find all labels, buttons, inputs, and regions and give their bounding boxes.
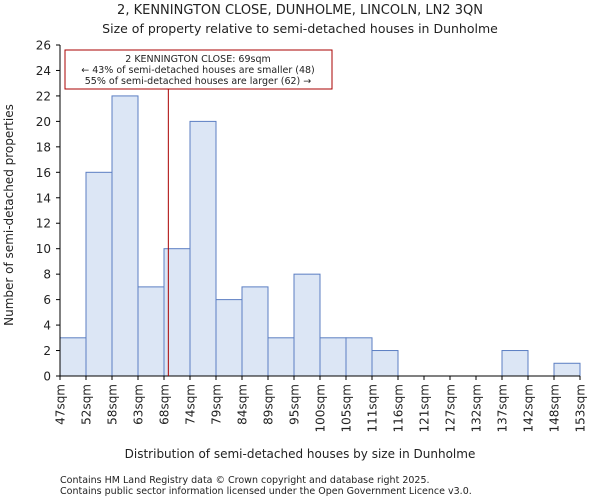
bars-group	[59, 95, 581, 377]
y-tick-label: 22	[36, 89, 51, 103]
bar-111sqm	[371, 350, 399, 377]
annotation-line-2: ← 43% of semi-detached houses are smalle…	[81, 65, 315, 76]
y-tick-label: 8	[43, 268, 51, 282]
x-tick-label: 95sqm	[288, 384, 302, 425]
x-tick-label: 100sqm	[314, 384, 328, 432]
y-tick-label: 2	[43, 344, 51, 358]
x-tick-label: 63sqm	[132, 384, 146, 425]
y-tick-label: 16	[36, 166, 51, 180]
x-tick-label: 52sqm	[80, 384, 94, 425]
y-tick-label: 20	[36, 115, 51, 129]
x-tick-label: 68sqm	[158, 384, 172, 425]
bar-79sqm	[215, 299, 243, 377]
x-tick-label: 84sqm	[236, 384, 250, 425]
y-tick-label: 10	[36, 242, 51, 256]
x-axis-ticks: 47sqm 52sqm 58sqm 63sqm 68sqm 74sqm 79sqm 84sqm…	[54, 376, 588, 432]
annotation-line-3: 55% of semi-detached houses are larger (…	[85, 76, 312, 87]
x-tick-label: 132sqm	[470, 384, 484, 432]
bar-89sqm	[267, 337, 295, 377]
footer-line-2: Contains public sector information licen…	[60, 486, 472, 497]
x-tick-label: 121sqm	[418, 384, 432, 432]
bar-148sqm	[553, 362, 581, 377]
x-tick-label: 111sqm	[366, 384, 380, 432]
chart-subtitle: Size of property relative to semi-detach…	[102, 21, 498, 36]
y-tick-label: 14	[36, 191, 51, 205]
bar-63sqm	[137, 286, 165, 377]
x-tick-label: 105sqm	[340, 384, 354, 432]
x-tick-label: 153sqm	[574, 384, 588, 432]
y-tick-label: 18	[36, 140, 51, 154]
x-tick-label: 148sqm	[548, 384, 562, 432]
x-tick-label: 47sqm	[54, 384, 68, 425]
bar-137sqm	[501, 350, 529, 377]
chart-title: 2, KENNINGTON CLOSE, DUNHOLME, LINCOLN, …	[117, 3, 483, 18]
x-tick-label: 116sqm	[392, 384, 406, 432]
annotation-line-1: 2 KENNINGTON CLOSE: 69sqm	[125, 54, 271, 65]
x-tick-label: 137sqm	[496, 384, 510, 432]
y-tick-label: 6	[43, 293, 51, 307]
bar-105sqm	[345, 337, 373, 377]
y-tick-label: 12	[36, 217, 51, 231]
x-tick-label: 89sqm	[262, 384, 276, 425]
x-tick-label: 74sqm	[184, 384, 198, 425]
bar-100sqm	[319, 337, 347, 377]
y-tick-label: 0	[43, 370, 51, 384]
footer-line-1: Contains HM Land Registry data © Crown c…	[60, 475, 430, 486]
y-tick-label: 26	[36, 39, 51, 53]
annotation-box: 2 KENNINGTON CLOSE: 69sqm ← 43% of semi-…	[64, 49, 333, 90]
x-tick-label: 79sqm	[210, 384, 224, 425]
annotation-border	[64, 49, 333, 90]
y-tick-label: 4	[43, 319, 51, 333]
x-tick-label: 127sqm	[444, 384, 458, 432]
bar-95sqm	[293, 273, 321, 377]
x-tick-label: 58sqm	[106, 384, 120, 425]
y-tick-label: 24	[36, 64, 51, 78]
x-axis-label: Distribution of semi-detached houses by …	[125, 447, 476, 461]
bar-47sqm	[59, 337, 87, 377]
y-axis-label: Number of semi-detached properties	[2, 104, 16, 326]
bar-74sqm	[189, 120, 217, 377]
bar-52sqm	[85, 171, 113, 377]
bar-84sqm	[241, 286, 269, 377]
x-tick-label: 142sqm	[522, 384, 536, 432]
bar-58sqm	[111, 95, 139, 377]
